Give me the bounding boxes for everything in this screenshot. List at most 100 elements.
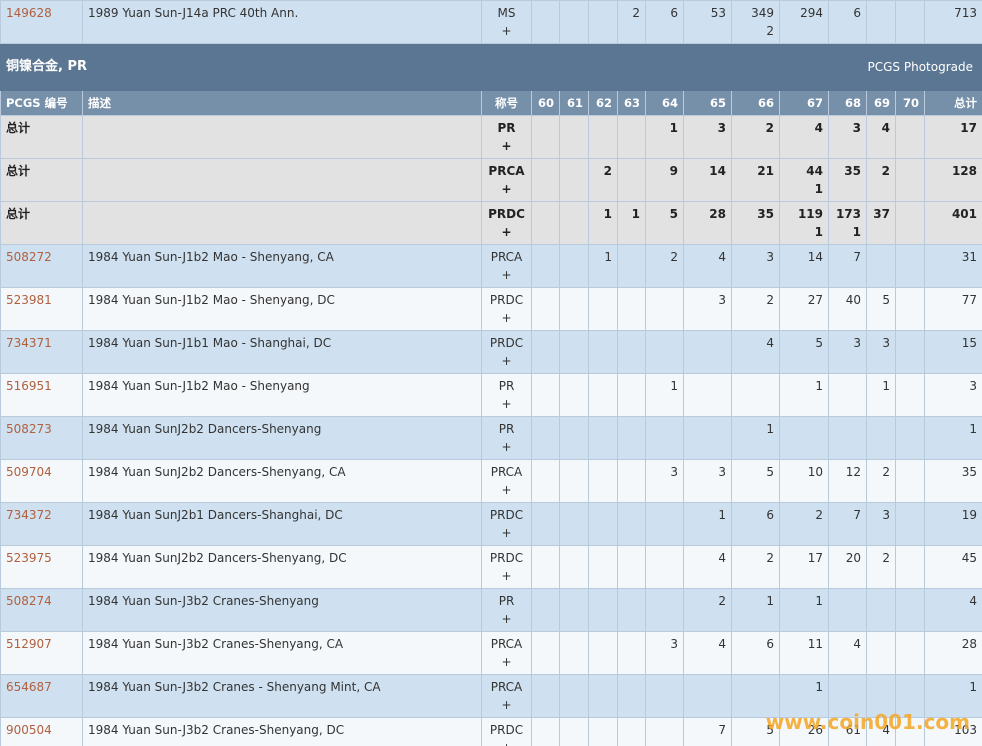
- count: 6: [766, 637, 774, 651]
- count: 44: [806, 164, 823, 178]
- header-cell: 67: [779, 90, 829, 116]
- count-cell: 9: [645, 158, 684, 202]
- count: 17: [807, 551, 823, 565]
- count-cell: 294: [779, 0, 829, 44]
- count-cell: [828, 674, 867, 718]
- count: 1: [718, 508, 726, 522]
- header-label: 64: [661, 96, 678, 110]
- coin-id-link[interactable]: 512907: [6, 637, 52, 651]
- grade: PRCA: [488, 164, 525, 178]
- grade: PRCA: [490, 250, 523, 264]
- grade: PRCA: [490, 680, 523, 694]
- coin-id-link[interactable]: 734371: [6, 336, 52, 350]
- count: 349: [751, 6, 774, 20]
- table-row: 508273 1984 Yuan SunJ2b2 Dancers-Shenyang…: [0, 416, 982, 460]
- count-cell: 1: [779, 674, 829, 718]
- count-cell: [588, 115, 618, 159]
- photograde-link[interactable]: PCGS Photograde: [867, 60, 973, 74]
- count-cell: [617, 502, 646, 546]
- header-label: 68: [844, 96, 861, 110]
- count-cell: 3: [828, 115, 867, 159]
- count-cell: [559, 115, 589, 159]
- description: 1984 Yuan SunJ2b2 Dancers-Shenyang, CA: [88, 465, 346, 479]
- count-cell: [645, 545, 684, 589]
- section-title-cell: 铜镍合金, PR: [0, 43, 925, 91]
- total: 401: [951, 207, 977, 221]
- count: 2: [882, 465, 890, 479]
- plus: +: [501, 311, 512, 325]
- count: 35: [757, 207, 774, 221]
- count-cell: [617, 330, 646, 374]
- count-cell: [559, 717, 589, 746]
- count-cell: [531, 717, 560, 746]
- header-label: 67: [806, 96, 823, 110]
- count-cell: [588, 674, 618, 718]
- count-cell: [683, 330, 732, 374]
- count-cell: [617, 115, 646, 159]
- count-cell: [645, 588, 684, 632]
- count-cell: [645, 717, 684, 746]
- count: 4: [881, 121, 890, 135]
- count-cell: [617, 158, 646, 202]
- count-cell: 14: [683, 158, 732, 202]
- grade: PRCA: [490, 637, 523, 651]
- count-cell: [866, 631, 896, 675]
- count-cell: 3: [683, 115, 732, 159]
- count-cell: [531, 416, 560, 460]
- total-cell: 103: [924, 717, 982, 746]
- coin-id-link[interactable]: 508274: [6, 594, 52, 608]
- count-cell: 61: [828, 717, 867, 746]
- table-row: 149628 1989 Yuan Sun-J14a PRC 40th Ann. MS…: [0, 0, 982, 44]
- count: 2: [603, 164, 612, 178]
- coin-id-link[interactable]: 523975: [6, 551, 52, 565]
- grade: PR: [497, 121, 516, 135]
- coin-id-link[interactable]: 654687: [6, 680, 52, 694]
- coin-id-link[interactable]: 734372: [6, 508, 52, 522]
- header-label: 62: [595, 96, 612, 110]
- count-cell: 6: [731, 631, 780, 675]
- table-row: 509704 1984 Yuan SunJ2b2 Dancers-Shenyang…: [0, 459, 982, 503]
- count-cell: 3: [645, 459, 684, 503]
- count-cell: [531, 115, 560, 159]
- table-row: 总计 PR +1 3 2 4 3 4 17: [0, 115, 982, 159]
- count-cell: [895, 416, 925, 460]
- coin-id-link[interactable]: 516951: [6, 379, 52, 393]
- total-cell: 45: [924, 545, 982, 589]
- count: 5: [815, 336, 823, 350]
- coin-id-link[interactable]: 508273: [6, 422, 52, 436]
- total: 77: [961, 293, 977, 307]
- total: 28: [961, 637, 977, 651]
- count: 61: [845, 723, 861, 737]
- total-cell: 1: [924, 674, 982, 718]
- count: 4: [718, 250, 726, 264]
- count: 173: [835, 207, 861, 221]
- count: 1: [882, 379, 890, 393]
- table-row: 508274 1984 Yuan Sun-J3b2 Cranes-Shenyang…: [0, 588, 982, 632]
- description-cell: 1984 Yuan Sun-J3b2 Cranes-Shenyang: [82, 588, 482, 632]
- watermark: www.coin001.com: [765, 710, 970, 734]
- coin-id-link[interactable]: 509704: [6, 465, 52, 479]
- count-cell: [531, 0, 560, 44]
- count: 20: [845, 551, 861, 565]
- grade-cell: PRCA +: [481, 674, 532, 718]
- count-cell: 7: [828, 244, 867, 288]
- header-label: 61: [566, 96, 583, 110]
- coin-id-link[interactable]: 149628: [6, 6, 52, 20]
- description-cell: 1984 Yuan SunJ2b2 Dancers-Shenyang, CA: [82, 459, 482, 503]
- count-cell: [559, 287, 589, 331]
- count: 3: [670, 465, 678, 479]
- coin-id-link[interactable]: 900504: [6, 723, 52, 737]
- header-cell: 总计: [924, 90, 982, 116]
- total-cell: 35: [924, 459, 982, 503]
- count-cell: [588, 0, 618, 44]
- count: 7: [853, 250, 861, 264]
- id-cell: 总计: [0, 201, 83, 245]
- coin-id-link[interactable]: 523981: [6, 293, 52, 307]
- count-cell: 3: [683, 287, 732, 331]
- count: 2: [718, 594, 726, 608]
- description-cell: 1984 Yuan Sun-J3b2 Cranes-Shenyang, CA: [82, 631, 482, 675]
- grade-cell: PR +: [481, 115, 532, 159]
- header-label: 60: [537, 96, 554, 110]
- plus: +: [487, 739, 526, 746]
- coin-id-link[interactable]: 508272: [6, 250, 52, 264]
